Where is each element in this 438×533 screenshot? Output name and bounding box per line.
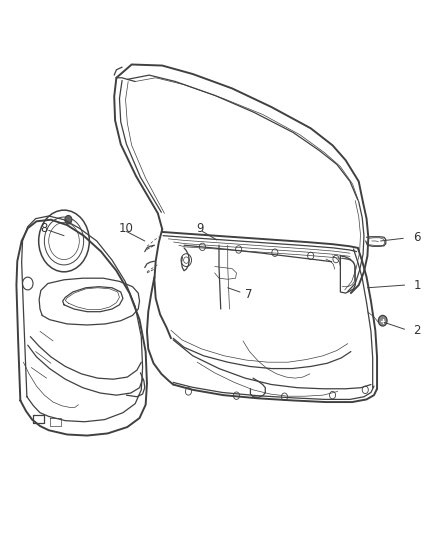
Text: 8: 8 xyxy=(40,222,47,235)
Text: 2: 2 xyxy=(413,324,421,337)
Text: 10: 10 xyxy=(119,222,134,235)
Circle shape xyxy=(65,215,72,224)
Text: 6: 6 xyxy=(413,231,421,244)
Text: 1: 1 xyxy=(413,279,421,292)
Text: 7: 7 xyxy=(245,288,253,301)
Text: 9: 9 xyxy=(196,222,204,235)
Circle shape xyxy=(378,316,387,326)
